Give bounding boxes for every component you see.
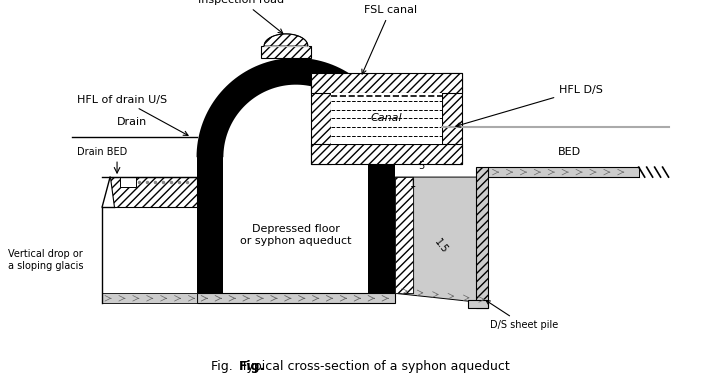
Bar: [476, 167, 487, 308]
Text: Drain BED: Drain BED: [77, 147, 128, 157]
Text: Depressed floor
or syphon aqueduct: Depressed floor or syphon aqueduct: [240, 224, 352, 246]
Bar: [442, 73, 462, 164]
Text: 5: 5: [418, 161, 425, 171]
Bar: [395, 177, 413, 293]
Polygon shape: [110, 177, 197, 207]
Text: Inspection road: Inspection road: [198, 0, 284, 33]
Polygon shape: [395, 177, 487, 303]
Bar: [311, 144, 462, 164]
Text: HFL D/S: HFL D/S: [456, 85, 603, 127]
Bar: [261, 46, 311, 58]
Bar: [197, 157, 224, 293]
Text: Vertical drop or
a sloping glacis: Vertical drop or a sloping glacis: [8, 249, 83, 271]
Bar: [197, 293, 395, 303]
Text: Canal: Canal: [371, 113, 402, 123]
Bar: [311, 73, 462, 93]
Text: 1: 1: [410, 179, 416, 189]
Bar: [331, 93, 442, 144]
Text: HFL of drain U/S: HFL of drain U/S: [77, 95, 188, 136]
Bar: [311, 73, 331, 164]
Text: D/S sheet pile: D/S sheet pile: [486, 301, 558, 330]
Polygon shape: [395, 177, 413, 293]
Bar: [368, 157, 395, 293]
Bar: [468, 300, 487, 308]
Bar: [487, 167, 639, 177]
Bar: [120, 177, 136, 187]
Text: Fig.: Fig.: [239, 360, 265, 373]
Text: 1.5: 1.5: [433, 237, 450, 255]
Bar: [102, 293, 197, 303]
Text: FSL canal: FSL canal: [362, 5, 417, 74]
Text: Drain: Drain: [117, 118, 147, 128]
Text: Fig.  Typical cross-section of a syphon aqueduct: Fig. Typical cross-section of a syphon a…: [211, 360, 510, 373]
Text: BED: BED: [557, 147, 580, 157]
Polygon shape: [197, 58, 395, 157]
